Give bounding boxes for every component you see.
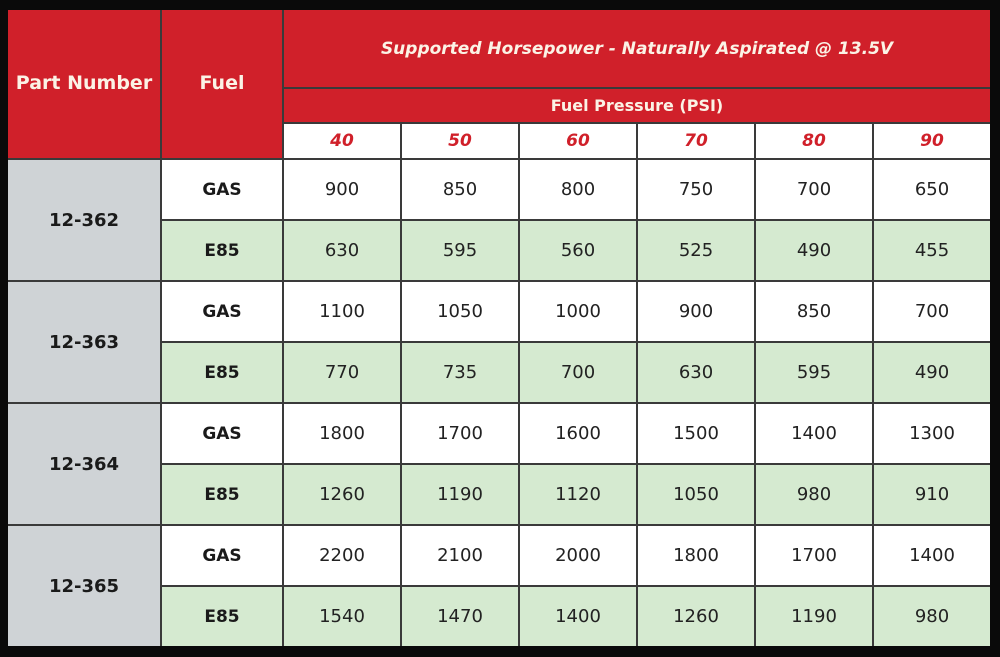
horsepower-value-cell: 525: [638, 221, 754, 280]
horsepower-value-cell: 1800: [284, 404, 400, 463]
horsepower-value-cell: 1400: [756, 404, 872, 463]
horsepower-value-cell: 1400: [874, 526, 990, 585]
horsepower-value-cell: 770: [284, 343, 400, 402]
horsepower-value-cell: 1120: [520, 465, 636, 524]
horsepower-value-cell: 1700: [402, 404, 518, 463]
fuel-cell: E85: [162, 343, 282, 402]
pressure-header-90: 90: [874, 124, 990, 158]
horsepower-value-cell: 1400: [520, 587, 636, 646]
pressure-header-80: 80: [756, 124, 872, 158]
horsepower-value-cell: 1000: [520, 282, 636, 341]
horsepower-value-cell: 630: [284, 221, 400, 280]
fuel-cell: E85: [162, 465, 282, 524]
fuel-cell: GAS: [162, 526, 282, 585]
fuel-cell: E85: [162, 587, 282, 646]
horsepower-value-cell: 1100: [284, 282, 400, 341]
horsepower-value-cell: 595: [402, 221, 518, 280]
horsepower-value-cell: 560: [520, 221, 636, 280]
horsepower-value-cell: 980: [756, 465, 872, 524]
horsepower-value-cell: 1050: [402, 282, 518, 341]
horsepower-value-cell: 1540: [284, 587, 400, 646]
horsepower-value-cell: 1800: [638, 526, 754, 585]
table-title: Supported Horsepower - Naturally Aspirat…: [284, 10, 990, 87]
part-number-header: Part Number: [8, 10, 160, 158]
horsepower-value-cell: 490: [874, 343, 990, 402]
horsepower-value-cell: 455: [874, 221, 990, 280]
part-number-cell: 12-363: [8, 282, 160, 402]
pressure-header-70: 70: [638, 124, 754, 158]
horsepower-value-cell: 900: [284, 160, 400, 219]
fuel-pressure-header: Fuel Pressure (PSI): [284, 89, 990, 122]
horsepower-value-cell: 490: [756, 221, 872, 280]
horsepower-value-cell: 650: [874, 160, 990, 219]
horsepower-value-cell: 1470: [402, 587, 518, 646]
horsepower-value-cell: 700: [520, 343, 636, 402]
part-number-cell: 12-365: [8, 526, 160, 646]
horsepower-value-cell: 700: [756, 160, 872, 219]
horsepower-value-cell: 1500: [638, 404, 754, 463]
horsepower-value-cell: 1700: [756, 526, 872, 585]
pressure-header-50: 50: [402, 124, 518, 158]
horsepower-value-cell: 630: [638, 343, 754, 402]
horsepower-value-cell: 1260: [284, 465, 400, 524]
horsepower-value-cell: 850: [756, 282, 872, 341]
horsepower-value-cell: 1190: [756, 587, 872, 646]
horsepower-value-cell: 1260: [638, 587, 754, 646]
horsepower-value-cell: 850: [402, 160, 518, 219]
horsepower-value-cell: 2200: [284, 526, 400, 585]
horsepower-value-cell: 700: [874, 282, 990, 341]
horsepower-value-cell: 735: [402, 343, 518, 402]
fuel-header: Fuel: [162, 10, 282, 158]
pressure-header-60: 60: [520, 124, 636, 158]
horsepower-value-cell: 2100: [402, 526, 518, 585]
horsepower-value-cell: 1600: [520, 404, 636, 463]
horsepower-value-cell: 910: [874, 465, 990, 524]
fuel-cell: GAS: [162, 160, 282, 219]
horsepower-value-cell: 2000: [520, 526, 636, 585]
horsepower-value-cell: 1300: [874, 404, 990, 463]
horsepower-value-cell: 1190: [402, 465, 518, 524]
part-number-cell: 12-362: [8, 160, 160, 280]
horsepower-table: Part Number Fuel Supported Horsepower - …: [8, 10, 990, 646]
horsepower-value-cell: 800: [520, 160, 636, 219]
horsepower-value-cell: 980: [874, 587, 990, 646]
horsepower-value-cell: 1050: [638, 465, 754, 524]
fuel-cell: E85: [162, 221, 282, 280]
horsepower-value-cell: 750: [638, 160, 754, 219]
horsepower-value-cell: 595: [756, 343, 872, 402]
horsepower-value-cell: 900: [638, 282, 754, 341]
fuel-cell: GAS: [162, 404, 282, 463]
fuel-cell: GAS: [162, 282, 282, 341]
part-number-cell: 12-364: [8, 404, 160, 524]
pressure-header-40: 40: [284, 124, 400, 158]
